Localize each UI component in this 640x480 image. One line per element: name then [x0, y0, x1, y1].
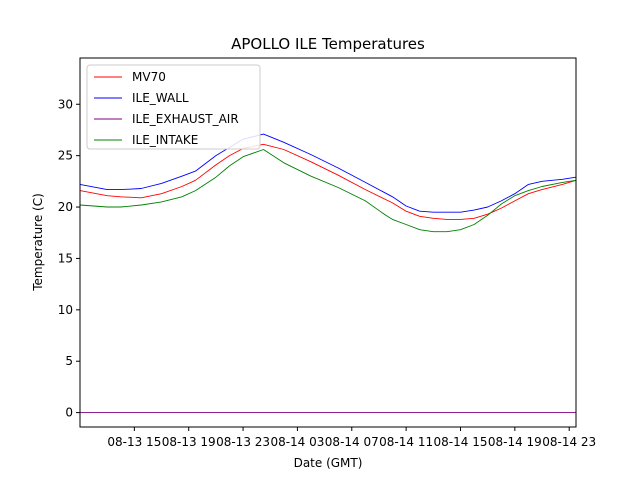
x-tick-label: 08-14 03	[270, 435, 324, 449]
y-tick-label: 25	[58, 149, 73, 163]
y-tick-label: 20	[58, 200, 73, 214]
chart-title: APOLLO ILE Temperatures	[231, 35, 425, 53]
legend-label: ILE_WALL	[132, 91, 189, 105]
x-tick-label: 08-14 07	[325, 435, 379, 449]
x-tick-label: 08-13 23	[216, 435, 270, 449]
legend-label: MV70	[132, 70, 166, 84]
x-tick-label: 08-14 23	[542, 435, 596, 449]
y-tick-label: 15	[58, 251, 73, 265]
x-axis-label: Date (GMT)	[294, 456, 363, 470]
y-tick-label: 5	[65, 354, 73, 368]
y-tick-label: 0	[65, 406, 73, 420]
series-line-mv70	[79, 143, 577, 220]
legend-box	[86, 64, 261, 150]
x-tick-label: 08-14 11	[379, 435, 433, 449]
series-line-ile-wall	[79, 133, 577, 213]
series-line-ile-intake	[79, 149, 577, 233]
y-axis-label: Temperature (C)	[31, 193, 45, 292]
y-tick-label: 30	[58, 97, 73, 111]
x-tick-label: 08-13 15	[107, 435, 161, 449]
x-tick-label: 08-13 19	[162, 435, 216, 449]
legend-label: ILE_INTAKE	[132, 133, 198, 147]
x-tick-label: 08-14 19	[488, 435, 542, 449]
legend-label: ILE_EXHAUST_AIR	[132, 112, 239, 126]
x-tick-label: 08-14 15	[434, 435, 488, 449]
y-tick-label: 10	[58, 303, 73, 317]
plot-frame	[79, 57, 577, 428]
